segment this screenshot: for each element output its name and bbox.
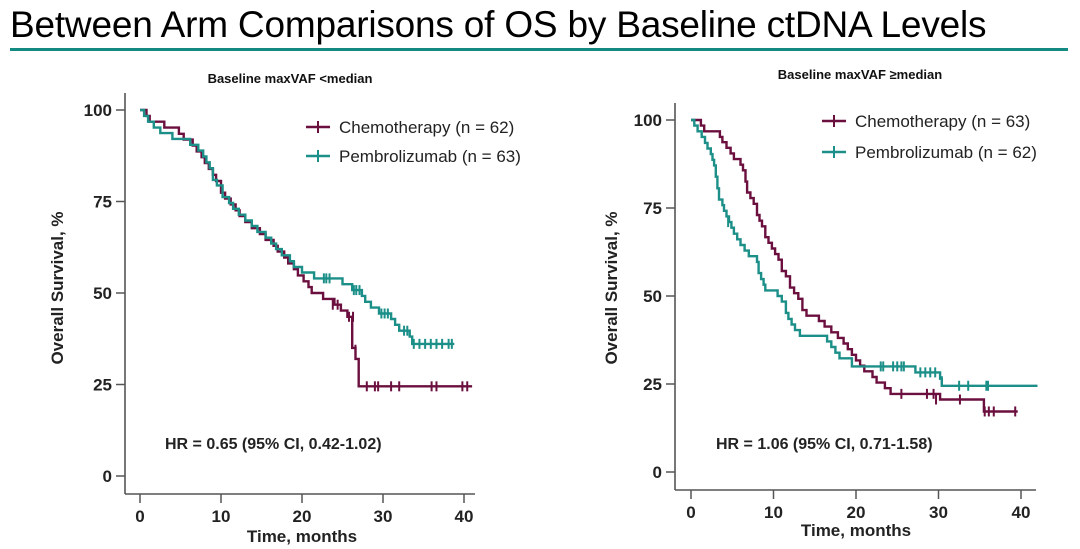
y-ticks: 0 25 50 75 100 <box>84 101 125 486</box>
legend-item-pembrolizumab: Pembrolizumab (n = 63) <box>306 147 521 166</box>
curves <box>691 118 1038 417</box>
y-ticks: 0 25 50 75 100 <box>634 111 675 482</box>
x-tick-label: 40 <box>1012 503 1031 522</box>
y-tick-label: 25 <box>93 376 112 395</box>
km-curve-chemotherapy <box>691 118 1018 413</box>
legend-item-chemotherapy: Chemotherapy (n = 62) <box>306 118 514 137</box>
hazard-ratio-annotation: HR = 0.65 (95% CI, 0.42-1.02) <box>165 436 382 453</box>
y-tick-label: 100 <box>84 101 112 120</box>
y-axis-label: Overall Survival, % <box>48 211 67 364</box>
x-tick-label: 10 <box>212 507 231 526</box>
km-chart-left: Baseline maxVAF <median Overall Survival… <box>48 71 521 546</box>
legend-item-chemotherapy: Chemotherapy (n = 63) <box>822 112 1030 131</box>
legend-label: Pembrolizumab (n = 62) <box>855 143 1037 162</box>
legend-label: Pembrolizumab (n = 63) <box>339 147 521 166</box>
title-underline <box>10 48 1068 51</box>
y-tick-label: 25 <box>643 375 662 394</box>
chart-title: Baseline maxVAF <median <box>208 71 373 86</box>
y-tick-label: 75 <box>93 193 112 212</box>
x-ticks: 0 10 20 30 40 <box>686 490 1030 522</box>
y-tick-label: 0 <box>653 463 662 482</box>
km-chart-right: Baseline maxVAF ≥median Overall Survival… <box>602 67 1038 540</box>
legend-item-pembrolizumab: Pembrolizumab (n = 62) <box>822 143 1037 162</box>
y-tick-label: 50 <box>93 284 112 303</box>
curves <box>140 108 473 392</box>
x-tick-label: 30 <box>929 503 948 522</box>
legend: Chemotherapy (n = 62) Pembrolizumab (n =… <box>306 118 521 166</box>
legend-label: Chemotherapy (n = 63) <box>855 112 1030 131</box>
x-ticks: 0 10 20 30 40 <box>135 494 473 526</box>
page-title: Between Arm Comparisons of OS by Baselin… <box>10 4 987 45</box>
y-tick-label: 50 <box>643 287 662 306</box>
x-tick-label: 20 <box>847 503 866 522</box>
x-tick-label: 30 <box>374 507 393 526</box>
x-tick-label: 0 <box>686 503 695 522</box>
x-tick-label: 20 <box>293 507 312 526</box>
legend-label: Chemotherapy (n = 62) <box>339 118 514 137</box>
x-tick-label: 0 <box>135 507 144 526</box>
x-axis-label: Time, months <box>247 527 357 546</box>
km-curve-pembrolizumab <box>691 118 1038 387</box>
y-tick-label: 100 <box>634 111 662 130</box>
y-axis-label: Overall Survival, % <box>602 211 621 364</box>
km-curve-pembrolizumab <box>140 108 455 346</box>
legend: Chemotherapy (n = 63) Pembrolizumab (n =… <box>822 112 1037 162</box>
x-tick-label: 40 <box>455 507 474 526</box>
x-tick-label: 10 <box>764 503 783 522</box>
hazard-ratio-annotation: HR = 1.06 (95% CI, 0.71-1.58) <box>716 436 933 453</box>
y-tick-label: 75 <box>643 199 662 218</box>
y-tick-label: 0 <box>103 467 112 486</box>
chart-title: Baseline maxVAF ≥median <box>778 67 942 82</box>
x-axis-label: Time, months <box>801 521 911 540</box>
